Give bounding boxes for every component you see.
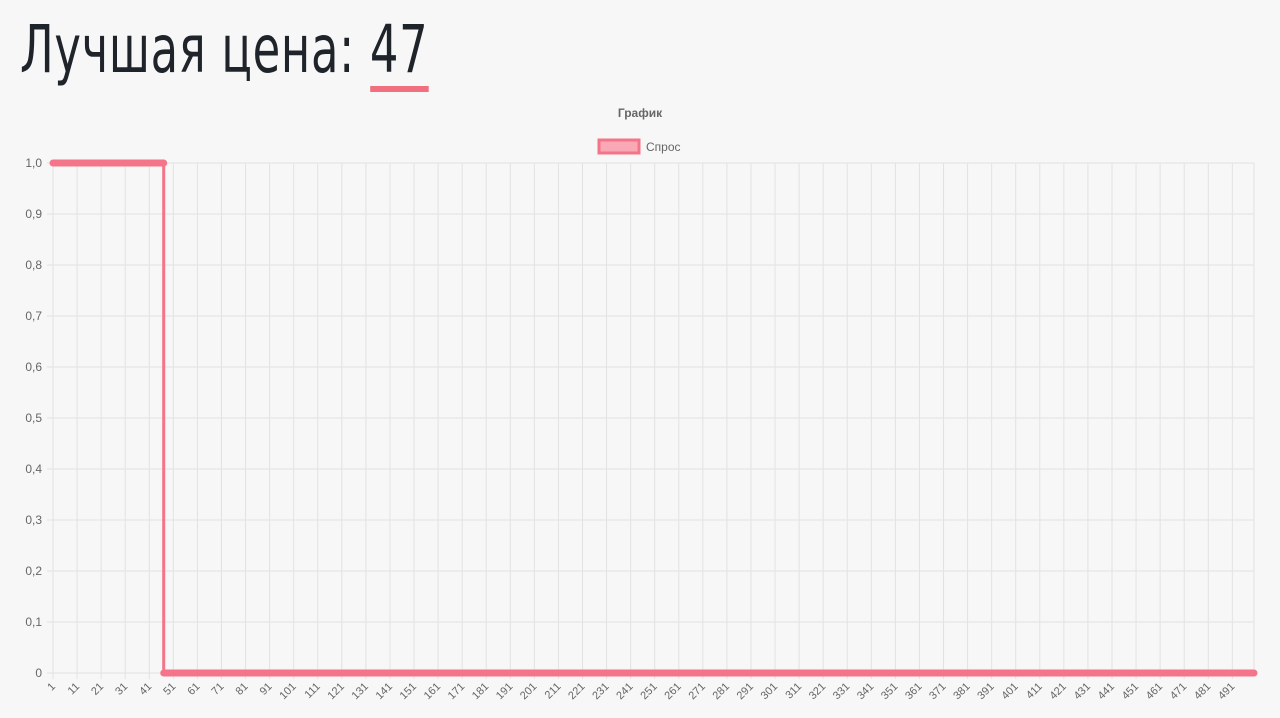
- x-tick-label: 81: [234, 681, 251, 698]
- x-tick-label: 361: [903, 681, 924, 702]
- x-tick-label: 391: [975, 681, 996, 702]
- y-tick-label: 0,6: [25, 360, 42, 374]
- x-tick-label: 101: [277, 681, 298, 702]
- x-tick-label: 221: [566, 681, 587, 702]
- x-tick-label: 71: [209, 681, 226, 698]
- x-tick-label: 111: [303, 681, 323, 701]
- x-tick-label: 481: [1192, 681, 1213, 702]
- x-tick-label: 281: [711, 681, 732, 702]
- x-tick-label: 331: [831, 681, 852, 702]
- x-tick-label: 421: [1048, 681, 1069, 702]
- y-tick-label: 0,3: [25, 513, 42, 527]
- x-tick-label: 351: [879, 681, 900, 702]
- x-tick-label: 241: [614, 681, 635, 702]
- x-tick-label: 31: [113, 681, 130, 698]
- y-tick-label: 0,1: [25, 615, 42, 629]
- x-tick-label: 51: [161, 681, 178, 698]
- x-tick-label: 1: [45, 681, 58, 694]
- x-tick-label: 371: [927, 681, 948, 702]
- best-price-value: 47: [369, 14, 429, 92]
- x-tick-label: 341: [855, 681, 876, 702]
- legend-label[interactable]: Спрос: [646, 140, 681, 154]
- x-tick-label: 181: [470, 681, 491, 702]
- x-tick-label: 121: [325, 681, 346, 702]
- x-tick-label: 251: [638, 681, 659, 702]
- y-tick-label: 0,9: [25, 207, 42, 221]
- x-tick-label: 201: [518, 681, 539, 702]
- y-tick-label: 0,7: [25, 309, 42, 323]
- x-tick-label: 231: [590, 681, 611, 702]
- x-tick-label: 291: [735, 681, 756, 702]
- page-title: Лучшая цена: 47: [20, 8, 429, 92]
- x-tick-label: 261: [662, 681, 683, 702]
- x-tick-label: 161: [422, 681, 443, 702]
- x-tick-label: 441: [1096, 681, 1117, 702]
- x-tick-label: 451: [1120, 681, 1141, 702]
- legend-swatch[interactable]: [597, 138, 641, 155]
- x-tick-label: 171: [446, 681, 467, 702]
- x-tick-label: 321: [807, 681, 828, 702]
- x-tick-label: 401: [999, 681, 1020, 702]
- x-tick-label: 21: [89, 681, 106, 698]
- x-tick-label: 271: [686, 681, 707, 702]
- x-tick-label: 491: [1216, 681, 1237, 702]
- x-tick-label: 151: [398, 681, 419, 702]
- x-tick-label: 141: [374, 681, 395, 702]
- x-tick-label: 301: [759, 681, 780, 702]
- y-tick-label: 0,8: [25, 258, 42, 272]
- x-tick-label: 471: [1168, 681, 1189, 702]
- x-tick-label: 41: [137, 681, 154, 698]
- y-tick-label: 0,4: [25, 462, 42, 476]
- legend[interactable]: Спрос: [597, 138, 681, 155]
- x-tick-label: 61: [185, 681, 202, 698]
- x-tick-label: 131: [350, 681, 371, 702]
- x-tick-label: 431: [1072, 681, 1093, 702]
- x-tick-label: 11: [66, 681, 83, 698]
- best-price-label: Лучшая цена:: [20, 11, 355, 88]
- x-tick-label: 461: [1144, 681, 1165, 702]
- x-tick-label: 381: [951, 681, 972, 702]
- chart-title: График: [618, 106, 663, 120]
- y-tick-label: 1,0: [25, 156, 42, 170]
- x-tick-label: 211: [543, 681, 564, 702]
- axis-ticks: 00,10,20,30,40,50,60,70,80,91,01 11 21 31 41…: [25, 156, 1237, 702]
- x-tick-label: 91: [258, 681, 275, 698]
- x-tick-label: 311: [783, 681, 804, 702]
- x-tick-label: 411: [1024, 681, 1045, 702]
- series-layer: [49, 159, 1258, 677]
- grid: [47, 162, 1255, 679]
- y-tick-label: 0,5: [25, 411, 42, 425]
- y-tick-label: 0,2: [25, 564, 42, 578]
- y-tick-label: 0: [35, 666, 42, 680]
- x-tick-label: 191: [494, 681, 515, 702]
